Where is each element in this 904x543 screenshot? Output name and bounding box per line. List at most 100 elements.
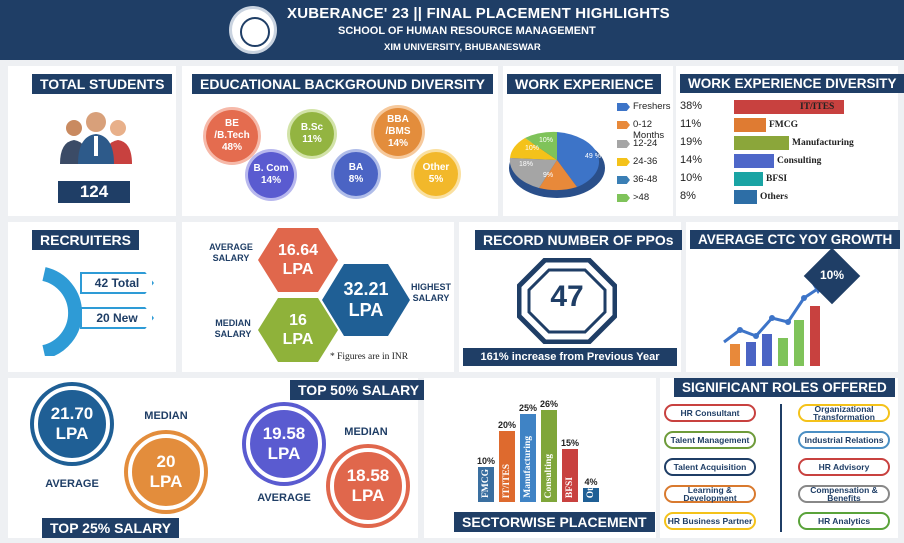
pie-label-12-24: 18% <box>519 161 533 168</box>
highest-salary-label: HIGHEST SALARY <box>410 282 451 303</box>
sector-name-4: BFSI <box>565 476 575 498</box>
highest-salary-hex: 32.21 LPA <box>322 264 410 336</box>
sector-pct-5: 4% <box>584 477 598 487</box>
top50-median-circle: 18.58 LPA <box>330 448 406 524</box>
salary-panel: AVERAGE SALARY 16.64 LPA 32.21 LPA HIGHEST… <box>182 222 454 372</box>
recruiters-total: 42 Total <box>80 272 154 294</box>
top25-average-circle: 21.70 LPA <box>34 386 110 462</box>
role-left-1: Talent Management <box>664 431 756 449</box>
role-right-1: Industrial Relations <box>798 431 890 449</box>
roles-title: SIGNIFICANT ROLES OFFERED <box>674 378 895 397</box>
roles-divider <box>780 404 782 532</box>
wexp-name-1: FMCG <box>769 120 799 130</box>
ctc-growth-title: AVERAGE CTC YOY GROWTH <box>690 230 901 249</box>
recruiters-arc <box>42 267 83 356</box>
legend-swatch-36-48 <box>617 176 630 184</box>
work-exp-diversity-panel: WORK EXPERIENCE DIVERSITY 38% IT/ITES 11% F… <box>676 66 904 216</box>
sector-bar-3 <box>541 410 557 502</box>
sectorwise-chart: FMCG 10% IT/ITES 20% Manufacturing 25% Consult… <box>477 388 608 502</box>
wexp-bar-2 <box>734 136 789 150</box>
wexp-bar-0 <box>734 100 844 114</box>
role-left-4: HR Business Partner <box>664 512 756 530</box>
sector-name-2: Manufacturing <box>523 436 533 498</box>
school-name: SCHOOL OF HUMAN RESOURCE MANAGEMENT <box>338 25 596 37</box>
legend-swatch-24-36 <box>617 158 630 166</box>
header-banner: XUBERANCE' 23 || FINAL PLACEMENT HIGHLIG… <box>0 0 904 60</box>
work-exp-diversity-title: WORK EXPERIENCE DIVERSITY <box>680 74 904 93</box>
sector-name-3: Consulting <box>544 453 554 498</box>
page-title: XUBERANCE' 23 || FINAL PLACEMENT HIGHLIG… <box>287 5 670 22</box>
ppo-increase-note: 161% increase from Previous Year <box>463 348 677 366</box>
role-right-0: Organizational Transformation <box>798 404 890 422</box>
edu-bubble-ba: BA 8% <box>334 152 378 196</box>
sector-bar-0 <box>478 467 494 502</box>
wexp-pct-4: 10% <box>680 172 703 184</box>
sector-pct-2: 25% <box>518 403 537 413</box>
inr-note: * Figures are in INR <box>330 352 409 362</box>
university-logo <box>229 6 277 54</box>
edu-bubble-bcom: B. Com 14% <box>248 152 294 198</box>
top25-title: TOP 25% SALARY <box>42 518 180 538</box>
wexp-name-4: BFSI <box>766 174 788 184</box>
wexp-pct-3: 14% <box>680 154 703 166</box>
recruiters-panel: RECRUITERS 42 Total 20 New <box>8 222 176 372</box>
pie-label-24-36: 10% <box>525 145 539 152</box>
ctc-growth-chart <box>723 284 824 366</box>
wexp-name-0: IT/ITES <box>800 102 835 112</box>
legend-0-12: 0-12 Months <box>633 119 665 141</box>
edu-bubble-other: Other 5% <box>414 152 458 196</box>
role-right-2: HR Advisory <box>798 458 890 476</box>
work-experience-panel: WORK EXPERIENCE 49 % 9% 18% 10% 10% Fres… <box>503 66 673 216</box>
average-salary-hex: 16.64 LPA <box>258 228 338 292</box>
legend-swatch-0-12 <box>617 121 630 129</box>
wexp-bar-1 <box>734 118 766 132</box>
pie-label-freshers: 49 % <box>585 153 601 160</box>
sector-bar-4 <box>562 449 578 502</box>
sector-bar-1 <box>499 431 515 502</box>
sector-pct-1: 20% <box>497 420 516 430</box>
ctc-growth-value: 10% <box>819 268 845 282</box>
top25-median-circle: 20 LPA <box>128 434 204 510</box>
wexp-pct-5: 8% <box>680 190 696 202</box>
pie-label-36-48: 10% <box>539 137 553 144</box>
top25-median-label: MEDIAN <box>144 410 188 422</box>
edu-background-title: EDUCATIONAL BACKGROUND DIVERSITY <box>192 74 493 94</box>
total-students-panel: TOTAL STUDENTS 124 <box>8 66 176 216</box>
legend-12-24: 12-24 <box>633 138 658 149</box>
legend-freshers: Freshers <box>633 101 671 112</box>
top25-average-label: AVERAGE <box>45 478 99 490</box>
sector-bar-2 <box>520 414 536 502</box>
sector-pct-0: 10% <box>476 456 495 466</box>
role-right-4: HR Analytics <box>798 512 890 530</box>
median-salary-label: MEDIAN SALARY <box>214 318 252 339</box>
legend-36-48: 36-48 <box>633 174 658 185</box>
sector-name-1: IT/ITES <box>502 463 512 498</box>
sector-pct-3: 26% <box>539 399 558 409</box>
work-experience-title: WORK EXPERIENCE <box>507 74 662 94</box>
wexp-bar-4 <box>734 172 763 186</box>
sector-bar-5 <box>583 488 599 502</box>
legend-swatch-freshers <box>617 103 630 111</box>
recruiters-title: RECRUITERS <box>32 230 140 250</box>
total-students-title: TOTAL STUDENTS <box>32 74 173 94</box>
wexp-pct-1: 11% <box>680 118 702 130</box>
legend-24-36: 24-36 <box>633 156 658 167</box>
wexp-bar-3 <box>734 154 774 168</box>
top50-median-label: MEDIAN <box>344 426 388 438</box>
legend-swatch-48plus <box>617 194 630 202</box>
edu-bubble-bba: BBA /BMS 14% <box>374 108 422 156</box>
ppo-title: RECORD NUMBER OF PPOs <box>475 230 682 250</box>
wexp-name-2: Manufacturing <box>792 138 854 148</box>
total-students-value: 124 <box>58 181 130 203</box>
wexp-pct-0: 38% <box>680 100 703 112</box>
sectorwise-title: SECTORWISE PLACEMENT <box>454 512 655 532</box>
top50-title: TOP 50% SALARY <box>290 380 428 400</box>
edu-background-panel: EDUCATIONAL BACKGROUND DIVERSITY BE /B.T… <box>182 66 498 216</box>
roles-panel: SIGNIFICANT ROLES OFFERED HR Consultant T… <box>660 378 898 538</box>
salary-percentiles-panel: 21.70 LPA AVERAGE MEDIAN 20 LPA TOP 25% SA… <box>8 378 428 538</box>
average-salary-label: AVERAGE SALARY <box>209 242 253 263</box>
ppo-value: 47 <box>550 280 584 313</box>
ppo-octagon <box>517 258 617 344</box>
legend-48plus: >48 <box>633 192 650 203</box>
role-left-2: Talent Acquisition <box>664 458 756 476</box>
